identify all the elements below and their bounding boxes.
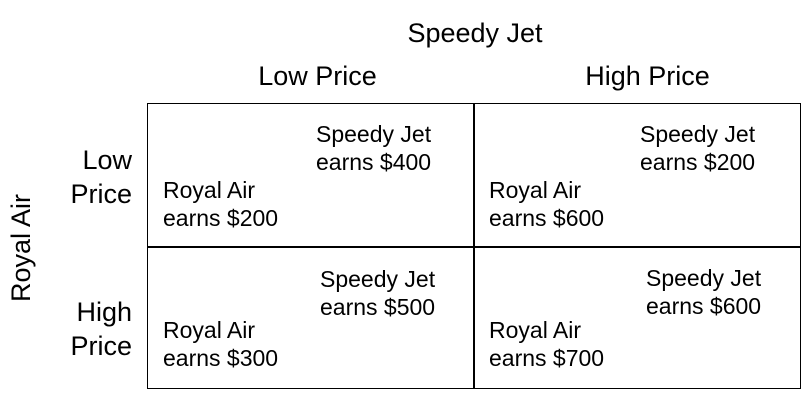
cell-low-low-royal-payoff: Royal Air earns $200 — [163, 176, 278, 232]
column-player-label: Speedy Jet — [407, 18, 543, 48]
cell-low-high-speedy-payoff: Speedy Jet earns $200 — [640, 120, 755, 176]
speedy-payoff-name: Speedy Jet — [646, 265, 762, 291]
speedy-payoff-name: Speedy Jet — [316, 121, 432, 147]
column-strategy-high-price: High Price — [585, 61, 710, 91]
speedy-payoff-name: Speedy Jet — [640, 121, 756, 147]
speedy-payoff-value: earns $200 — [640, 149, 756, 175]
column-strategy-low-price: Low Price — [258, 61, 377, 91]
payoff-matrix-horizontal-divider — [147, 246, 801, 248]
row-strategy-high-price: High Price — [52, 295, 132, 363]
row-player-label: Royal Air — [6, 193, 36, 302]
cell-high-high-royal-payoff: Royal Air earns $700 — [489, 316, 604, 372]
row-strategy-low-price-line1: Low — [82, 145, 132, 175]
speedy-payoff-value: earns $500 — [320, 294, 436, 320]
royal-payoff-value: earns $200 — [163, 205, 279, 231]
royal-payoff-value: earns $600 — [489, 205, 605, 231]
row-strategy-low-price: Low Price — [52, 143, 132, 211]
speedy-payoff-value: earns $600 — [646, 293, 762, 319]
royal-payoff-name: Royal Air — [163, 317, 256, 343]
royal-payoff-name: Royal Air — [489, 177, 582, 203]
royal-payoff-value: earns $700 — [489, 345, 605, 371]
cell-high-low-royal-payoff: Royal Air earns $300 — [163, 316, 278, 372]
royal-payoff-name: Royal Air — [163, 177, 256, 203]
cell-low-high-royal-payoff: Royal Air earns $600 — [489, 176, 604, 232]
royal-payoff-value: earns $300 — [163, 345, 279, 371]
cell-high-low-speedy-payoff: Speedy Jet earns $500 — [320, 265, 435, 321]
speedy-payoff-value: earns $400 — [316, 149, 432, 175]
row-strategy-high-price-line1: High — [76, 297, 132, 327]
cell-low-low-speedy-payoff: Speedy Jet earns $400 — [316, 120, 431, 176]
row-strategy-high-price-line2: Price — [70, 331, 132, 361]
row-strategy-low-price-line2: Price — [70, 179, 132, 209]
speedy-payoff-name: Speedy Jet — [320, 266, 436, 292]
royal-payoff-name: Royal Air — [489, 317, 582, 343]
cell-high-high-speedy-payoff: Speedy Jet earns $600 — [646, 264, 761, 320]
